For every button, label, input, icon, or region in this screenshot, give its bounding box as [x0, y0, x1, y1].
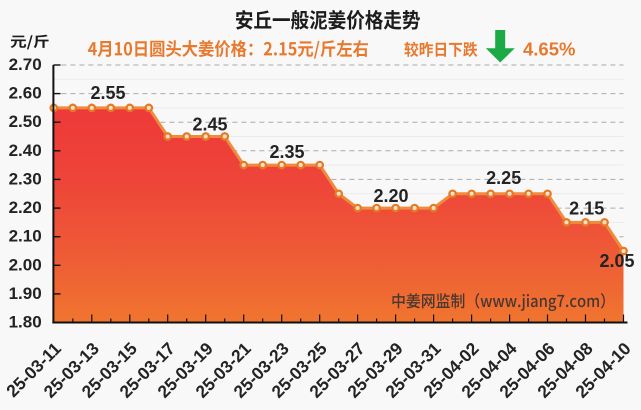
- svg-text:2.50: 2.50: [9, 112, 42, 131]
- svg-text:1.90: 1.90: [9, 284, 42, 303]
- svg-text:2.60: 2.60: [9, 84, 42, 103]
- svg-text:4.65%: 4.65%: [523, 39, 575, 60]
- svg-text:2.30: 2.30: [9, 169, 42, 188]
- svg-text:2.35: 2.35: [269, 142, 304, 162]
- svg-text:2.00: 2.00: [9, 255, 42, 274]
- svg-text:2.05: 2.05: [599, 251, 634, 271]
- svg-text:2.20: 2.20: [9, 198, 42, 217]
- svg-text:2.10: 2.10: [9, 227, 42, 246]
- svg-text:2.20: 2.20: [373, 186, 408, 206]
- svg-text:2.45: 2.45: [192, 114, 227, 134]
- svg-text:1.80: 1.80: [9, 313, 42, 332]
- svg-text:2.40: 2.40: [9, 141, 42, 160]
- svg-text:2.15: 2.15: [569, 198, 604, 218]
- svg-text:2.70: 2.70: [9, 55, 42, 74]
- svg-text:2.55: 2.55: [90, 83, 125, 103]
- svg-text:2.25: 2.25: [486, 168, 521, 188]
